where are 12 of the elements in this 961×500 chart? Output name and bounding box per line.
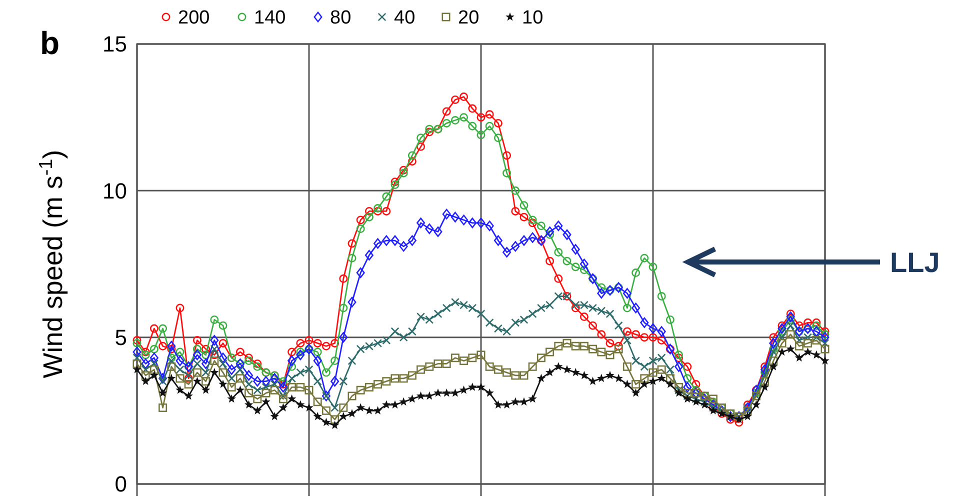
y-tick-label: 15 (102, 32, 127, 57)
y-tick-label: 10 (102, 178, 127, 204)
legend-label: 140 (254, 8, 286, 29)
y-tick-label: 5 (114, 325, 127, 350)
chart-title: b (40, 25, 60, 61)
text: LLJ (890, 246, 940, 278)
y-tick-label: 0 (114, 472, 127, 497)
legend-label: 200 (178, 8, 210, 29)
legend-label: 80 (330, 8, 352, 29)
legend-label: 40 (394, 8, 416, 29)
legend-label: 10 (522, 8, 544, 29)
legend-label: 20 (458, 8, 480, 29)
